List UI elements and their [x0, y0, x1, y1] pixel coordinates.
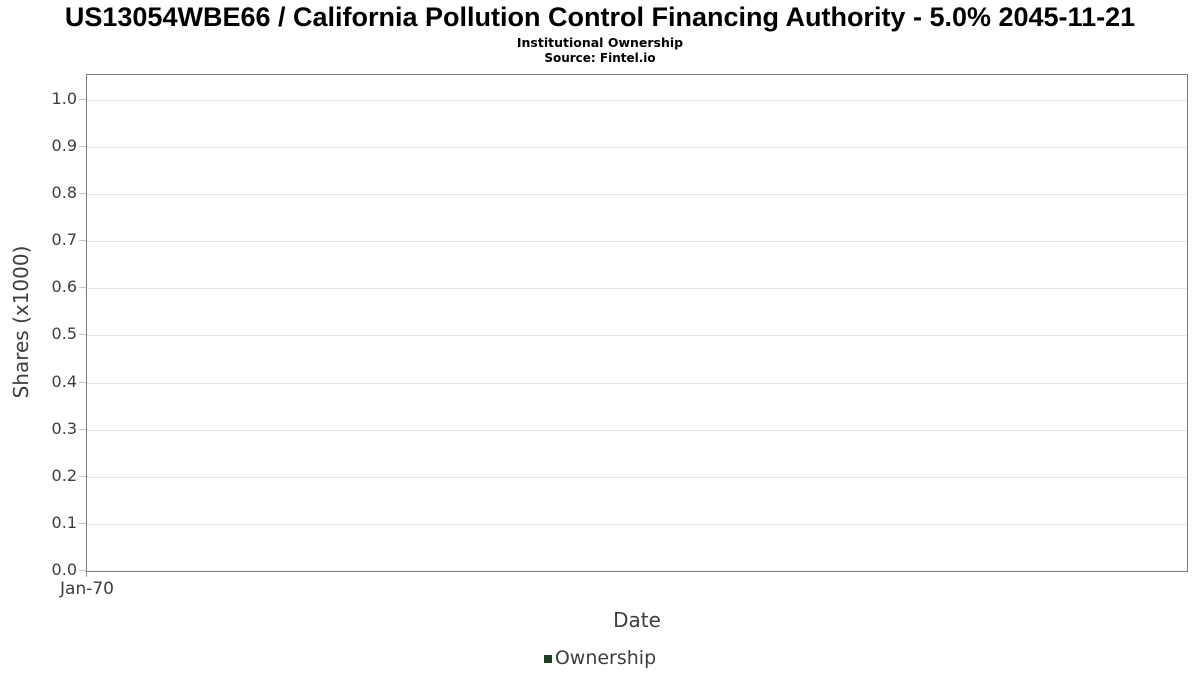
gridline: [87, 194, 1187, 196]
y-tick-mark: [79, 334, 86, 336]
y-tick-label: 0.0: [51, 560, 77, 579]
y-tick-label: 0.8: [51, 183, 77, 203]
gridline: [87, 241, 1187, 243]
gridline: [87, 147, 1187, 149]
y-tick-label: 0.4: [51, 371, 77, 391]
y-tick-mark: [79, 570, 86, 571]
plot-area: [86, 74, 1188, 572]
y-tick-label: 0.9: [51, 136, 77, 156]
gridline: [87, 523, 1187, 525]
chart-subtitle: Institutional Ownership: [516, 35, 684, 50]
legend: Ownership: [0, 647, 1200, 669]
x-tick-label: Jan-70: [60, 579, 114, 599]
chart-source: Source: Fintel.io: [544, 51, 656, 65]
y-tick-label: 0.5: [51, 324, 77, 344]
y-tick-mark: [79, 381, 86, 383]
y-tick-mark: [79, 146, 86, 148]
y-tick-label: 0.7: [51, 230, 77, 250]
y-tick-label: 0.6: [51, 277, 77, 297]
y-tick-mark: [79, 98, 86, 100]
gridline: [87, 429, 1187, 431]
y-tick-mark: [79, 240, 86, 242]
y-tick-mark: [79, 522, 86, 524]
gridline: [87, 288, 1187, 290]
gridline: [87, 99, 1187, 101]
gridline: [87, 382, 1187, 384]
y-tick-mark: [79, 475, 86, 477]
y-tick-mark: [79, 193, 86, 195]
legend-swatch-ownership: [543, 654, 552, 663]
x-tick-mark: [86, 572, 87, 577]
y-tick-label: 0.1: [51, 512, 77, 532]
y-tick-mark: [79, 428, 86, 430]
chart-title: US13054WBE66 / California Pollution Cont…: [64, 2, 1136, 32]
x-axis-label: Date: [613, 608, 661, 632]
y-tick-label: 1.0: [51, 88, 77, 108]
legend-label-ownership: Ownership: [554, 647, 657, 669]
gridline: [87, 335, 1187, 337]
y-tick-label: 0.2: [51, 465, 77, 485]
y-tick-mark: [79, 287, 86, 289]
gridline: [87, 476, 1187, 478]
y-tick-label: 0.3: [51, 418, 77, 438]
